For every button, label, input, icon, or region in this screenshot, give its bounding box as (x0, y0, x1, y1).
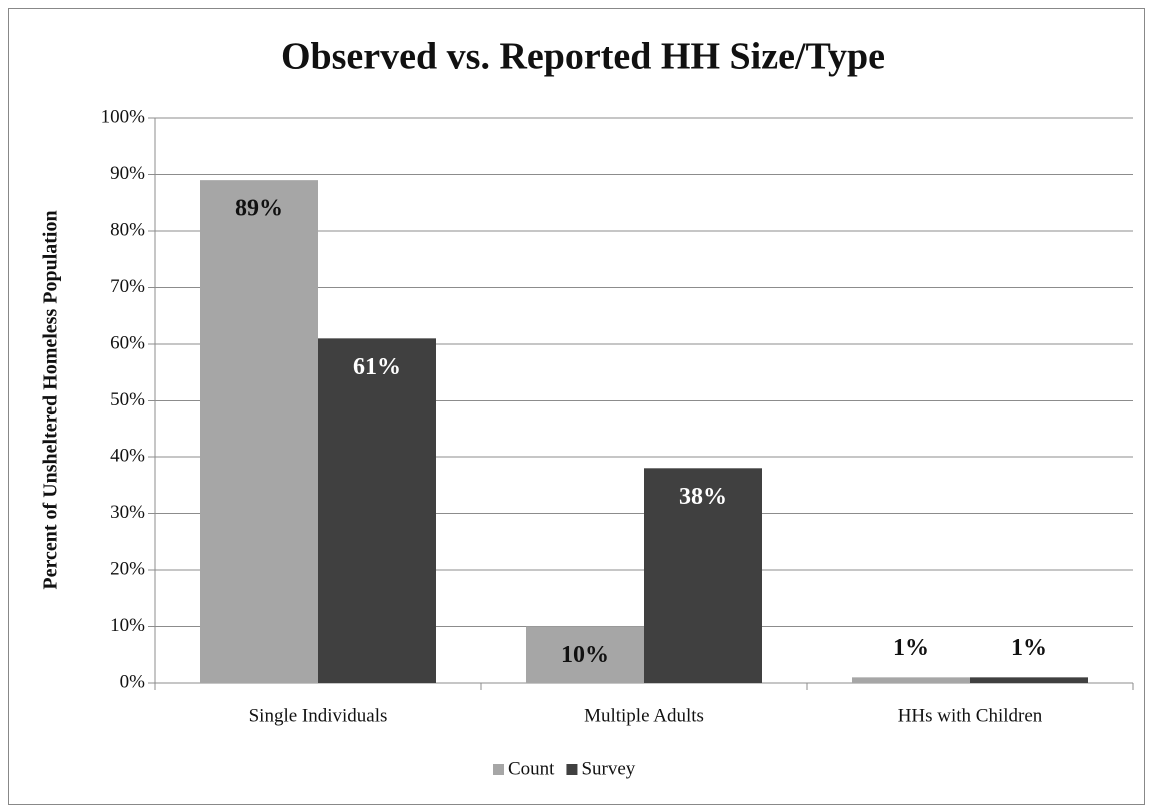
y-tick-label: 40% (110, 445, 145, 466)
legend-swatch (566, 764, 578, 775)
value-label: 1% (1011, 635, 1047, 661)
y-tick-label: 60% (110, 332, 145, 353)
y-tick-label: 20% (110, 558, 145, 579)
y-tick-label: 30% (110, 502, 145, 523)
value-label: 61% (353, 354, 401, 380)
bar (318, 338, 436, 683)
value-label: 89% (235, 196, 283, 222)
x-tick-label: HHs with Children (898, 705, 1043, 726)
chart-title: Observed vs. Reported HH Size/Type (281, 36, 885, 78)
bar (200, 180, 318, 683)
y-tick-label: 0% (120, 671, 146, 692)
y-tick-label: 80% (110, 219, 145, 240)
legend-label: Count (508, 758, 555, 779)
x-tick-label: Multiple Adults (584, 705, 704, 726)
legend-label: Survey (581, 758, 635, 779)
bar (970, 677, 1088, 683)
bar (852, 677, 970, 683)
legend-swatch (493, 764, 504, 775)
chart-border (8, 8, 1145, 805)
value-label: 38% (679, 484, 727, 510)
bar (526, 626, 644, 683)
y-tick-label: 100% (101, 106, 146, 127)
y-axis-title: Percent of Unsheltered Homeless Populati… (40, 210, 62, 589)
value-label: 10% (561, 642, 609, 668)
y-tick-label: 50% (110, 389, 145, 410)
value-label: 1% (893, 635, 929, 661)
y-tick-label: 90% (110, 163, 145, 184)
y-tick-label: 10% (110, 615, 145, 636)
bar (644, 468, 762, 683)
x-tick-label: Single Individuals (249, 705, 388, 726)
y-tick-label: 70% (110, 276, 145, 297)
